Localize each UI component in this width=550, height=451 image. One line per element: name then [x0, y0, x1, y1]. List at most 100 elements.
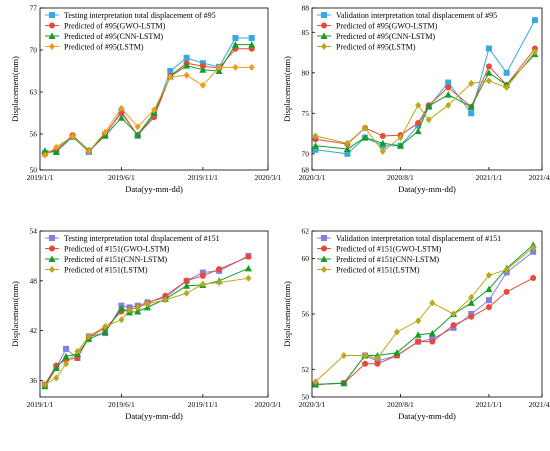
data-point [117, 304, 125, 312]
data-point [118, 104, 125, 112]
data-point [216, 278, 223, 286]
y-tick-label: 56 [302, 310, 310, 319]
data-point [41, 151, 48, 159]
legend-marker [321, 266, 327, 273]
legend-entry: Predicted of #151(CNN-LSTM) [336, 255, 439, 264]
data-point [530, 275, 537, 282]
data-point [340, 352, 347, 359]
data-point [183, 289, 190, 297]
data-point [445, 84, 452, 91]
data-point [69, 132, 76, 140]
data-point [425, 102, 433, 110]
data-point [467, 299, 475, 306]
data-point [485, 285, 493, 293]
x-axis-title: Data(yy-mm-dd) [125, 411, 183, 421]
y-tick-label: 50 [302, 393, 310, 402]
data-point [312, 378, 319, 386]
y-tick-label: 80 [302, 68, 310, 77]
data-point [485, 77, 492, 85]
series-line-2 [315, 48, 536, 145]
data-point [468, 110, 475, 117]
data-point [41, 147, 49, 154]
legend-marker [321, 43, 327, 50]
data-point [41, 381, 48, 389]
data-point [117, 114, 125, 121]
y-tick-label: 50 [30, 166, 38, 175]
legend-marker [49, 266, 55, 273]
x-tick-label: 2021/1/1 [476, 400, 503, 409]
data-point [183, 62, 191, 69]
data-point [379, 132, 386, 139]
legend-entry: Predicted of #95(GWO-LSTM) [64, 22, 166, 31]
data-point [85, 147, 92, 155]
legend-marker [48, 255, 56, 262]
data-point [63, 360, 70, 368]
data-point [74, 347, 81, 355]
data-point [144, 300, 151, 308]
data-point [445, 79, 452, 86]
chart-panel-4: 50 52 56 60 62 2020/3/1 2020/8/1 2021/1/1 2021/4… [282, 227, 550, 422]
data-point [503, 83, 510, 91]
legend-entry: Predicted of #151(LSTM) [64, 266, 148, 275]
data-point [312, 142, 320, 149]
legend-marker [49, 43, 55, 50]
data-point [503, 69, 510, 76]
legend-marker [320, 32, 328, 39]
x-tick-label: 2020/3/1 [299, 400, 326, 409]
y-tick-label: 68 [302, 166, 310, 175]
series-line-2 [44, 256, 249, 385]
series-line-4 [315, 51, 536, 153]
data-point [85, 332, 92, 340]
data-point [312, 132, 319, 140]
data-point [344, 150, 351, 157]
x-tick-label: 2020/3/1 [255, 173, 282, 182]
y-tick-label: 36 [30, 376, 38, 385]
legend-marker [321, 235, 327, 241]
data-point [151, 106, 157, 114]
data-point [340, 379, 348, 387]
data-point [485, 45, 492, 52]
data-point [102, 322, 109, 330]
data-point [118, 316, 125, 324]
data-point [216, 266, 223, 273]
x-tick-label: 2020/3/1 [255, 400, 282, 409]
data-point [450, 310, 457, 318]
plot-frame [39, 230, 269, 398]
data-point [101, 328, 109, 336]
x-tick-label: 2021/4/1 [529, 400, 550, 409]
y-tick-label: 62 [302, 227, 310, 236]
data-point [393, 328, 400, 336]
y-tick-label: 52 [302, 365, 310, 374]
chart-panel-2: 68 70 75 80 85 88 2020/3/1 2020/8/1 2021/1/1 2021… [282, 4, 550, 195]
data-point [53, 143, 60, 151]
data-point [531, 17, 538, 24]
data-point [361, 134, 369, 141]
legend-marker [321, 22, 327, 29]
legend-marker [49, 245, 55, 252]
plot-frame [311, 7, 543, 171]
data-point [167, 68, 174, 74]
data-point [183, 277, 190, 284]
data-point [468, 313, 475, 320]
data-point [134, 303, 141, 311]
data-point [216, 63, 223, 71]
data-point [312, 146, 319, 153]
y-tick-label: 70 [30, 46, 38, 55]
data-point [429, 299, 436, 307]
series-line-3 [315, 244, 534, 386]
legend-marker [49, 235, 55, 241]
x-tick-label: 2021/1/1 [476, 173, 503, 182]
legend-entry: Predicted of #151(GWO-LSTM) [336, 245, 442, 254]
data-point [503, 288, 510, 295]
data-point [232, 35, 239, 41]
series-line-3 [315, 53, 536, 150]
x-tick-label: 2019/1/1 [27, 400, 54, 409]
series-line-3 [44, 267, 249, 387]
data-point [118, 110, 125, 116]
x-tick-label: 2020/8/1 [387, 173, 414, 182]
data-point [485, 304, 492, 311]
data-point [62, 352, 70, 360]
chart-panel-3: 36 42 48 54 2019/1/1 2019/6/1 2019/11/1 2020/3/… [10, 227, 282, 422]
data-point [134, 308, 142, 315]
data-point [134, 123, 141, 131]
